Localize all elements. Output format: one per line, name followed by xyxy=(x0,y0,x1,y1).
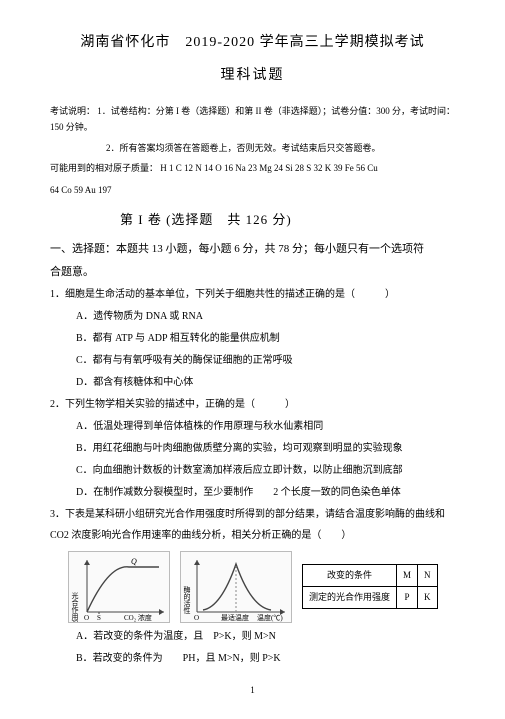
atomic-mass-lead: 可能用到的相对原子质量： xyxy=(50,163,158,173)
instruction-item1: 1．试卷结构：分第 I 卷（选择题）和第 II 卷（非选择题）；试卷分值：300… xyxy=(50,106,455,132)
co2-curve-chart: 光合作用强度 O S CO₂ 浓度 Q xyxy=(68,551,170,623)
cell-r2c1: 测定的光合作用强度 xyxy=(303,587,397,609)
chart2-xlabel-left: 最适温度 xyxy=(221,613,249,622)
conditions-table: 改变的条件 M N 测定的光合作用强度 P K xyxy=(302,564,438,609)
q3-text-2: CO2 浓度影响光合作用速率的曲线分析，相关分析正确的是（ ） xyxy=(50,526,455,545)
cell-r1c3: N xyxy=(418,565,438,587)
title-line1: 湖南省怀化市 2019-2020 学年高三上学期模拟考试 xyxy=(50,30,455,57)
section-heading: 第 I 卷 (选择题 共 126 分) xyxy=(120,208,455,233)
q3-text-1: 3．下表是某科研小组研究光合作用强度时所得到的部分结果，请结合温度影响酶的曲线和 xyxy=(50,505,455,524)
exam-page: 湖南省怀化市 2019-2020 学年高三上学期模拟考试 理科试题 考试说明： … xyxy=(0,0,505,719)
chart2-xlabel-right: 温度(℃) xyxy=(257,613,283,622)
q2-option-c: C．向血细胞计数板的计数室滴加样液后应立即计数，以防止细胞沉到底部 xyxy=(50,461,455,480)
q1-option-a: A．遗传物质为 DNA 或 RNA xyxy=(50,307,455,326)
chart1-ylabel: 光合作用强度 xyxy=(71,591,79,623)
atomic-mass-block: 可能用到的相对原子质量： H 1 C 12 N 14 O 16 Na 23 Mg… xyxy=(50,160,455,176)
chart2-origin: O xyxy=(194,614,199,622)
chart1-xlabel: CO₂ 浓度 xyxy=(124,613,152,622)
q2-option-a: A．低温处理得到单倍体植株的作用原理与秋水仙素相同 xyxy=(50,417,455,436)
instruction-item2: 2．所有答案均须答在答题卷上，否则无效。考试结束后只交答题卷。 xyxy=(50,140,455,156)
cell-r1c2: M xyxy=(397,565,418,587)
atomic-mass-line2: 64 Co 59 Au 197 xyxy=(50,182,455,198)
cell-r1c1: 改变的条件 xyxy=(303,565,397,587)
atomic-mass-line1: H 1 C 12 N 14 O 16 Na 23 Mg 24 Si 28 S 3… xyxy=(160,163,378,173)
q1-text: 1．细胞是生命活动的基本单位，下列关于细胞共性的描述正确的是（ ） xyxy=(50,285,455,304)
table-row: 改变的条件 M N xyxy=(303,565,438,587)
title-line2: 理科试题 xyxy=(50,63,455,90)
q2-option-d: D．在制作减数分裂模型时，至少要制作 2 个长度一致的同色染色单体 xyxy=(50,483,455,502)
chart-row: 光合作用强度 O S CO₂ 浓度 Q 酶的活性 O 最适温度 温度(℃) 改变… xyxy=(68,551,455,623)
enzyme-curve-chart: 酶的活性 O 最适温度 温度(℃) xyxy=(180,551,292,623)
q2-text: 2．下列生物学相关实验的描述中，正确的是（ ） xyxy=(50,395,455,414)
instruction-line1: 考试说明： 1．试卷结构：分第 I 卷（选择题）和第 II 卷（非选择题）；试卷… xyxy=(50,103,455,135)
q1-option-b: B．都有 ATP 与 ADP 相互转化的能量供应机制 xyxy=(50,329,455,348)
chart1-s: S xyxy=(97,614,101,622)
chart1-q: Q xyxy=(131,557,137,566)
chart1-origin: O xyxy=(84,614,89,622)
page-number: 1 xyxy=(50,682,455,699)
cell-r2c3: K xyxy=(418,587,438,609)
q3-option-a: A．若改变的条件为温度，且 P>K，则 M>N xyxy=(50,627,455,646)
q1-option-d: D．都含有核糖体和中心体 xyxy=(50,373,455,392)
chart2-ylabel: 酶的活性 xyxy=(183,585,191,615)
q1-option-c: C．都有与有氧呼吸有关的酶保证细胞的正常呼吸 xyxy=(50,351,455,370)
table-row: 测定的光合作用强度 P K xyxy=(303,587,438,609)
q2-option-b: B．用红花细胞与叶肉细胞做质壁分离的实验，均可观察到明显的实验现象 xyxy=(50,439,455,458)
cell-r2c2: P xyxy=(397,587,418,609)
instruction-label: 考试说明： xyxy=(50,103,95,119)
q3-option-b: B．若改变的条件为 PH，且 M>N，则 P>K xyxy=(50,649,455,668)
choice-stem-2: 合题意。 xyxy=(50,262,455,283)
choice-stem-1: 一、选择题：本题共 13 小题，每小题 6 分，共 78 分；每小题只有一个选项… xyxy=(50,239,455,260)
